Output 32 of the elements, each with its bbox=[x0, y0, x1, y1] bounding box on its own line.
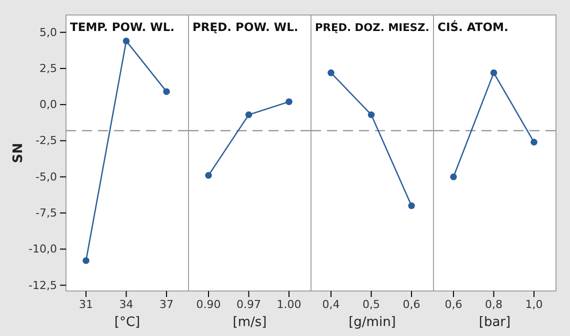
y-tick-label: 0,0 bbox=[40, 98, 57, 112]
x-tick-label: 37 bbox=[160, 298, 174, 311]
x-tick-label: 0,8 bbox=[485, 298, 502, 311]
x-tick-label: 34 bbox=[119, 298, 134, 311]
point bbox=[82, 257, 90, 264]
text: TEMP. POW. WL. bbox=[70, 20, 175, 34]
x-axis-title: [bar] bbox=[478, 315, 511, 330]
x-axis-title: [°C] bbox=[114, 315, 140, 330]
y-tick-label: -7,5 bbox=[36, 206, 57, 220]
y-tick-label: -12,5 bbox=[28, 278, 57, 292]
text: PRĘD. POW. WL. bbox=[192, 20, 298, 34]
text: CIŚ. ATOM. bbox=[438, 20, 508, 34]
y-tick-label: -2,5 bbox=[36, 134, 57, 148]
x-tick-label: 1.00 bbox=[276, 298, 302, 311]
x-tick-label: 31 bbox=[79, 298, 93, 311]
y-axis-title: SN bbox=[11, 142, 26, 164]
x-tick-label: 1,0 bbox=[525, 298, 543, 311]
x-tick-label: 0,6 bbox=[402, 298, 420, 311]
x-tick-label: 0.97 bbox=[236, 298, 261, 311]
x-tick-label: 0.90 bbox=[196, 298, 221, 311]
x-tick-label: 0,4 bbox=[322, 298, 340, 311]
point bbox=[163, 88, 170, 95]
point bbox=[122, 38, 130, 44]
x-tick-label: 0,6 bbox=[444, 298, 462, 311]
y-tick-label: 2,5 bbox=[40, 62, 57, 75]
y-tick-label: -5,0 bbox=[36, 170, 57, 184]
x-axis-title: [g/min] bbox=[348, 315, 396, 330]
y-tick-label: -10,0 bbox=[28, 242, 57, 256]
x-axis-title: [m/s] bbox=[232, 315, 267, 330]
y-tick-label: 5,0 bbox=[40, 26, 57, 39]
x-tick-label: 0,5 bbox=[362, 298, 380, 311]
text: PRĘD. DOZ. MIESZ. bbox=[315, 21, 430, 34]
